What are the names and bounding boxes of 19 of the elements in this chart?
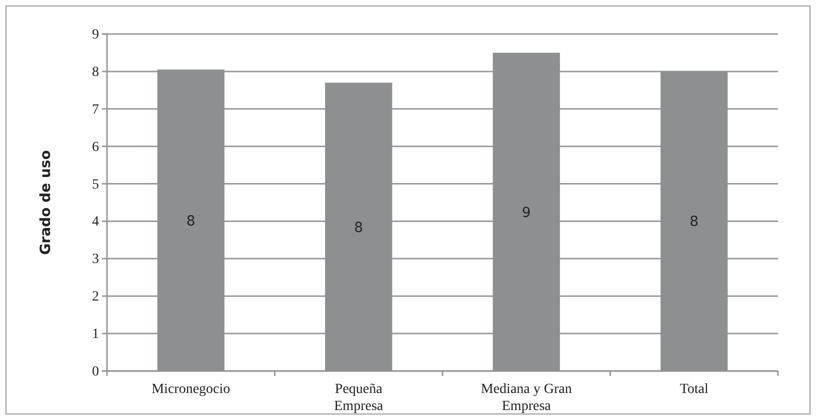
y-tick-label: 5 [92, 177, 99, 192]
data-label: 9 [522, 204, 531, 221]
y-tick-label: 2 [92, 290, 99, 305]
y-tick-label: 6 [92, 140, 99, 155]
y-axis-title: Grado de uso [38, 150, 54, 255]
x-tick-label: Pequeña Empresa [334, 382, 384, 414]
data-label: 8 [354, 220, 364, 236]
y-tick-label: 7 [92, 102, 99, 118]
y-tick-label: 0 [92, 364, 99, 380]
y-tick-label: 8 [92, 64, 99, 80]
data-label: 8 [186, 213, 196, 230]
y-tick-label: 4 [92, 214, 99, 230]
y-tick-label: 9 [92, 27, 99, 42]
x-tick-label: Mediana y Gran Empresa [480, 382, 572, 414]
y-tick-label: 1 [92, 327, 99, 342]
y-tick-label: 3 [92, 252, 99, 268]
x-tick-label: Total [680, 382, 709, 397]
data-label: 8 [690, 214, 699, 230]
x-tick-label: Micronegocio [152, 382, 230, 397]
